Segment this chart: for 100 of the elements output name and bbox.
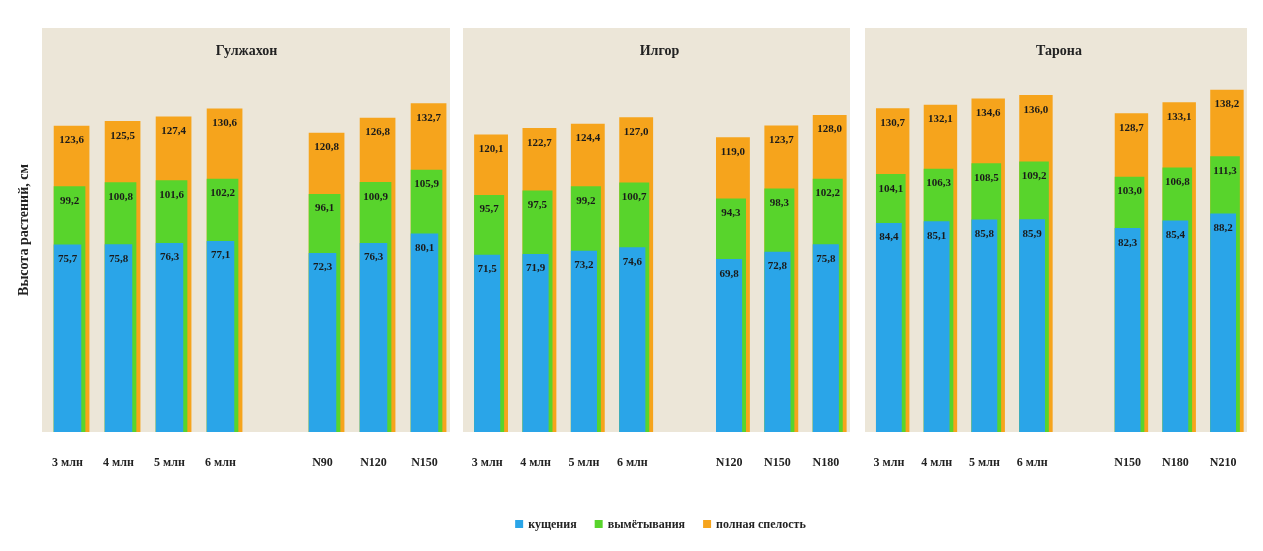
data-label: 95,7 xyxy=(479,202,500,215)
data-label: 130,7 xyxy=(880,115,906,128)
data-label: 127,0 xyxy=(623,124,650,137)
bar xyxy=(619,247,646,432)
data-label: 102,2 xyxy=(815,186,841,199)
data-label: 73,2 xyxy=(574,258,595,271)
bar xyxy=(1019,219,1046,432)
data-label: 106,3 xyxy=(926,176,952,189)
x-tick-label: 6 млн xyxy=(616,455,648,469)
data-label: 84,4 xyxy=(879,230,899,243)
data-label: 71,5 xyxy=(477,262,498,275)
data-label: 125,5 xyxy=(110,128,136,141)
data-label: 101,6 xyxy=(159,187,185,200)
data-label: 120,1 xyxy=(478,141,504,154)
x-tick-label: 4 млн xyxy=(921,455,953,469)
data-label: 134,6 xyxy=(975,106,1002,119)
data-label: 82,3 xyxy=(1118,235,1138,248)
data-label: 109,2 xyxy=(1021,168,1047,181)
data-label: 119,0 xyxy=(720,144,746,157)
bar xyxy=(764,251,791,432)
data-label: 99,2 xyxy=(59,193,80,206)
data-label: 133,1 xyxy=(1166,109,1192,122)
data-label: 69,8 xyxy=(719,266,740,279)
data-label: 104,1 xyxy=(878,181,904,194)
bar xyxy=(875,222,902,432)
data-label: 71,9 xyxy=(525,261,546,274)
data-label: 122,7 xyxy=(527,135,553,148)
bar xyxy=(1114,228,1141,432)
data-label: 88,2 xyxy=(1213,221,1234,233)
data-label: 85,1 xyxy=(927,228,947,241)
data-label: 76,3 xyxy=(159,250,180,263)
data-label: 75,8 xyxy=(108,251,129,264)
x-tick-label: 3 млн xyxy=(873,455,905,469)
bar xyxy=(971,219,998,432)
legend-label: вымётывания xyxy=(607,517,686,531)
bar xyxy=(1162,220,1189,432)
data-label: 111,3 xyxy=(1213,163,1238,176)
x-tick-label: 6 млн xyxy=(1016,455,1048,469)
x-tick-label: N120 xyxy=(360,455,387,469)
data-label: 132,1 xyxy=(928,112,953,125)
data-label: 124,4 xyxy=(575,131,601,144)
data-label: 123,7 xyxy=(768,133,795,146)
bar xyxy=(53,244,82,432)
x-tick-label: N150 xyxy=(411,455,438,469)
chart-title: Тарона xyxy=(1036,42,1082,58)
bar xyxy=(359,242,388,432)
data-label: 100,7 xyxy=(621,190,648,203)
x-tick-label: 3 млн xyxy=(471,455,503,469)
data-label: 120,8 xyxy=(314,140,340,153)
x-tick-label: 5 млн xyxy=(568,455,600,469)
legend-label: кущения xyxy=(528,517,578,531)
bar xyxy=(308,252,337,432)
y-axis-title: Высота растений, см xyxy=(15,163,31,296)
data-label: 94,3 xyxy=(721,205,742,218)
data-label: 130,6 xyxy=(212,115,238,128)
bar xyxy=(812,244,839,432)
data-label: 136,0 xyxy=(1023,102,1049,115)
x-tick-label: N150 xyxy=(764,455,791,469)
data-label: 97,5 xyxy=(527,197,548,210)
data-label: 132,7 xyxy=(416,110,442,123)
x-tick-label: 4 млн xyxy=(103,455,134,469)
x-tick-label: 6 млн xyxy=(205,455,236,469)
x-tick-label: N120 xyxy=(715,455,743,469)
data-label: 74,6 xyxy=(622,254,643,267)
chart-title: Илгор xyxy=(639,42,680,58)
x-tick-label: N180 xyxy=(1162,455,1189,469)
data-label: 123,6 xyxy=(59,133,85,146)
x-tick-label: N90 xyxy=(312,455,333,469)
x-tick-label: N150 xyxy=(1114,455,1141,469)
data-label: 100,9 xyxy=(363,189,389,202)
data-label: 126,8 xyxy=(365,125,391,138)
x-tick-label: 4 млн xyxy=(520,455,552,469)
bar xyxy=(206,240,235,432)
data-label: 75,8 xyxy=(816,251,836,264)
bar xyxy=(1210,213,1237,432)
data-label: 103,0 xyxy=(1117,184,1143,197)
data-label: 108,5 xyxy=(973,170,1000,183)
data-label: 72,3 xyxy=(312,260,333,273)
chart-title: Гулжахон xyxy=(215,42,278,58)
data-label: 96,1 xyxy=(314,201,335,214)
data-label: 75,7 xyxy=(57,251,78,264)
data-label: 138,2 xyxy=(1214,97,1240,110)
data-label: 127,4 xyxy=(161,123,187,136)
bar xyxy=(923,221,950,432)
data-label: 105,9 xyxy=(414,177,440,190)
data-label: 77,1 xyxy=(210,248,231,261)
x-tick-label: N180 xyxy=(812,455,840,469)
bar xyxy=(410,233,439,432)
x-tick-label: 3 млн xyxy=(52,455,83,469)
bar xyxy=(474,254,501,432)
data-label: 72,8 xyxy=(767,259,788,272)
bar xyxy=(716,259,743,432)
bar xyxy=(155,242,184,432)
data-label: 102,2 xyxy=(210,186,236,199)
bar xyxy=(104,244,133,432)
data-label: 76,3 xyxy=(363,250,384,263)
data-label: 100,8 xyxy=(108,189,134,202)
data-label: 128,0 xyxy=(817,122,843,135)
data-label: 85,9 xyxy=(1022,226,1043,239)
bar xyxy=(570,250,597,432)
